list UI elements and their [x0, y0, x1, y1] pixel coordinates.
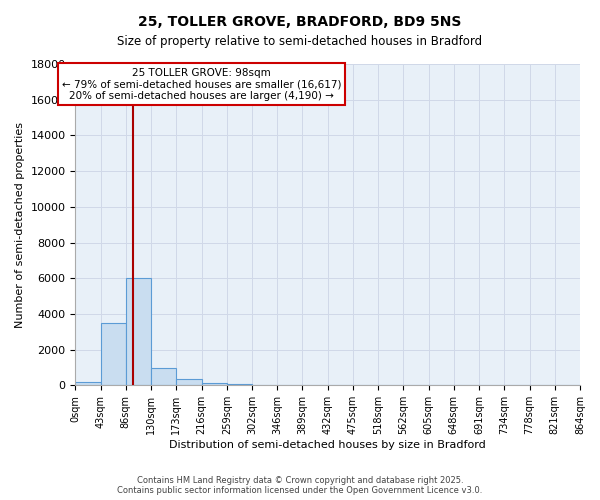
Bar [176, 379, 202, 386]
Text: Size of property relative to semi-detached houses in Bradford: Size of property relative to semi-detach… [118, 35, 482, 48]
Text: Contains HM Land Registry data © Crown copyright and database right 2025.
Contai: Contains HM Land Registry data © Crown c… [118, 476, 482, 495]
Y-axis label: Number of semi-detached properties: Number of semi-detached properties [15, 122, 25, 328]
Bar [151, 368, 176, 386]
Bar [126, 278, 151, 386]
Text: 25 TOLLER GROVE: 98sqm
← 79% of semi-detached houses are smaller (16,617)
20% of: 25 TOLLER GROVE: 98sqm ← 79% of semi-det… [62, 68, 341, 101]
Bar [76, 382, 101, 386]
Bar [227, 384, 252, 386]
X-axis label: Distribution of semi-detached houses by size in Bradford: Distribution of semi-detached houses by … [169, 440, 486, 450]
Bar [202, 382, 227, 386]
Bar [101, 323, 126, 386]
Text: 25, TOLLER GROVE, BRADFORD, BD9 5NS: 25, TOLLER GROVE, BRADFORD, BD9 5NS [139, 15, 461, 29]
